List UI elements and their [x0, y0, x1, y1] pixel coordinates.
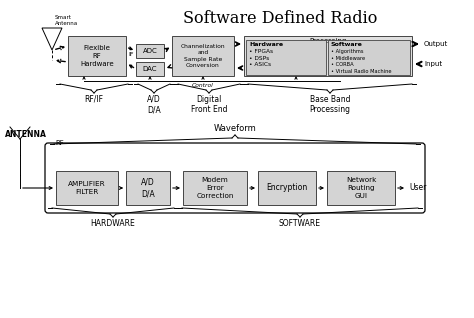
- Text: • Algorithms
• Middleware
• CORBA
• Virtual Radio Machine: • Algorithms • Middleware • CORBA • Virt…: [331, 49, 392, 74]
- Bar: [328, 40, 410, 75]
- Bar: [136, 62, 164, 76]
- Text: Software: Software: [331, 42, 363, 47]
- Text: A/D
D/A: A/D D/A: [147, 95, 161, 114]
- Text: ANTENNA: ANTENNA: [5, 130, 47, 139]
- Text: Output: Output: [424, 41, 448, 47]
- Text: User: User: [409, 183, 427, 192]
- Text: RF: RF: [55, 140, 64, 146]
- Text: Input: Input: [424, 61, 442, 67]
- Text: Network
Routing
GUI: Network Routing GUI: [346, 177, 376, 198]
- Text: SOFTWARE: SOFTWARE: [279, 219, 321, 228]
- Bar: [126, 171, 170, 205]
- Bar: [246, 40, 326, 75]
- Bar: [68, 36, 126, 76]
- Text: Hardware: Hardware: [249, 42, 283, 47]
- Text: AMPLIFIER
FILTER: AMPLIFIER FILTER: [68, 181, 106, 195]
- Text: Modem
Error
Correction: Modem Error Correction: [196, 177, 234, 198]
- Bar: [244, 36, 412, 76]
- Text: Channelization
and
Sample Rate
Conversion: Channelization and Sample Rate Conversio…: [181, 44, 225, 68]
- Bar: [56, 171, 118, 205]
- Text: Processing: Processing: [310, 38, 346, 44]
- Text: Waveform: Waveform: [214, 124, 256, 133]
- Bar: [136, 44, 164, 58]
- Text: DAC: DAC: [143, 66, 157, 72]
- Text: Digital
Front End: Digital Front End: [191, 95, 227, 114]
- Text: IF: IF: [128, 52, 134, 57]
- Text: Encryption: Encryption: [266, 183, 308, 192]
- Text: RF/IF: RF/IF: [84, 95, 103, 104]
- Text: Base Band
Processing: Base Band Processing: [310, 95, 350, 114]
- Text: HARDWARE: HARDWARE: [91, 219, 136, 228]
- Polygon shape: [42, 28, 62, 50]
- Bar: [258, 171, 316, 205]
- Text: ADC: ADC: [143, 48, 157, 54]
- Bar: [183, 171, 247, 205]
- Text: Software Defined Radio: Software Defined Radio: [183, 10, 377, 27]
- Text: A/D
D/A: A/D D/A: [141, 178, 155, 198]
- Text: • FPGAs
• DSPs
• ASICs: • FPGAs • DSPs • ASICs: [249, 49, 273, 67]
- Text: Control: Control: [192, 83, 214, 88]
- Text: Flexible
RF
Hardware: Flexible RF Hardware: [80, 45, 114, 66]
- Text: Smart
Antenna: Smart Antenna: [55, 15, 78, 26]
- Bar: [172, 36, 234, 76]
- Bar: [327, 171, 395, 205]
- FancyBboxPatch shape: [45, 143, 425, 213]
